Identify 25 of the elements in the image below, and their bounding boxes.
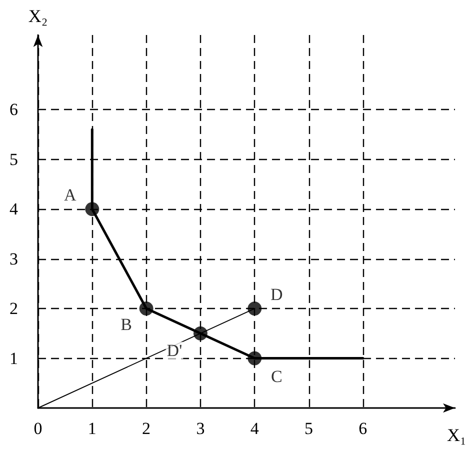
x-tick-label: 3 bbox=[196, 419, 205, 438]
y-tick-label: 2 bbox=[10, 299, 18, 318]
x-tick-label: 5 bbox=[304, 419, 314, 438]
x-tick-label: 2 bbox=[142, 419, 151, 438]
x-axis-title: X₁ bbox=[447, 425, 466, 445]
y-tick-label: 5 bbox=[10, 150, 18, 169]
point bbox=[248, 351, 262, 366]
x-tick-label: 4 bbox=[250, 419, 260, 438]
annotation: D' bbox=[166, 340, 182, 360]
annotation: C bbox=[270, 366, 282, 386]
point bbox=[85, 202, 100, 216]
annotation: A bbox=[64, 186, 78, 205]
y-tick-label: 1 bbox=[10, 348, 18, 368]
y-tick-label: 6 bbox=[10, 100, 18, 120]
point bbox=[193, 326, 208, 340]
y-axis-title: X₂ bbox=[28, 6, 48, 26]
y-tick-label: 4 bbox=[10, 200, 18, 219]
x-tick-label: 6 bbox=[358, 419, 368, 438]
x-tick-label: 0 bbox=[34, 419, 42, 438]
point bbox=[248, 302, 262, 316]
y-tick-label: 3 bbox=[10, 249, 18, 268]
x-tick-label: 1 bbox=[88, 419, 96, 438]
annotation: B bbox=[120, 315, 132, 334]
annotation: D bbox=[270, 285, 283, 304]
point bbox=[139, 302, 154, 316]
